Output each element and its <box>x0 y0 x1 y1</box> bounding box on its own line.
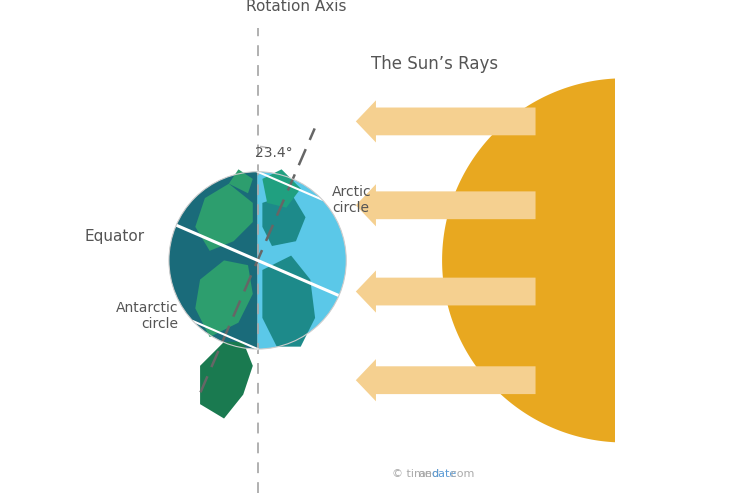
Polygon shape <box>200 342 253 418</box>
Text: Equator: Equator <box>85 229 145 244</box>
Polygon shape <box>262 256 315 346</box>
Polygon shape <box>195 184 253 251</box>
FancyArrow shape <box>356 270 536 312</box>
Text: and: and <box>419 468 440 478</box>
Text: 23.4°: 23.4° <box>255 146 292 160</box>
Text: © time: © time <box>392 468 431 478</box>
Text: The Sun’s Rays: The Sun’s Rays <box>371 55 499 73</box>
Polygon shape <box>442 78 624 442</box>
Polygon shape <box>229 170 253 194</box>
Text: .com: .com <box>448 468 476 478</box>
Text: Rotation Axis: Rotation Axis <box>246 0 346 14</box>
Polygon shape <box>262 194 305 246</box>
Polygon shape <box>257 172 346 349</box>
FancyArrow shape <box>356 359 536 402</box>
FancyArrow shape <box>356 100 536 142</box>
Polygon shape <box>195 260 253 337</box>
Text: Arctic
circle: Arctic circle <box>332 184 371 215</box>
Text: date: date <box>431 468 456 478</box>
Text: Antarctic
circle: Antarctic circle <box>116 301 178 332</box>
Polygon shape <box>262 170 301 207</box>
Polygon shape <box>169 172 257 349</box>
FancyArrow shape <box>356 184 536 226</box>
